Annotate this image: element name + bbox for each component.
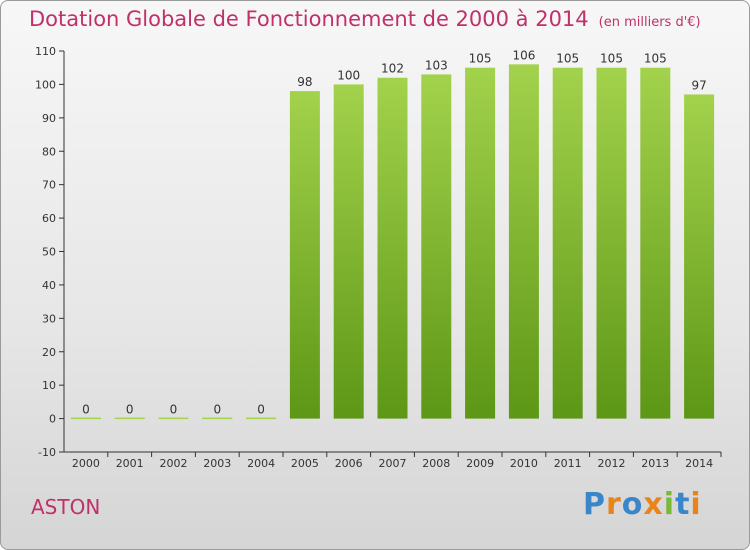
bar-2009[interactable] (465, 67, 496, 419)
x-tick-label: 2012 (598, 457, 626, 470)
y-tick-label: 100 (35, 78, 56, 91)
bar-2006[interactable] (333, 84, 364, 419)
chart-unit: (en milliers d'€) (598, 15, 701, 30)
bar-2000[interactable] (70, 417, 101, 420)
bar-2007[interactable] (377, 77, 408, 419)
data-label-2005: 98 (297, 75, 312, 89)
bar-2001[interactable] (114, 417, 145, 420)
y-axis: -10 0 10 20 30 40 50 60 70 80 90 100 110 (35, 45, 65, 459)
data-label-2013: 105 (644, 52, 667, 66)
commune-name: ASTON (31, 495, 101, 519)
x-tick-label: 2005 (291, 457, 319, 470)
bars (70, 64, 715, 420)
logo-letter: P (583, 487, 606, 522)
bar-2003[interactable] (202, 417, 233, 420)
bar-2005[interactable] (289, 91, 320, 419)
logo-letter: i (663, 487, 676, 522)
bar-2008[interactable] (421, 74, 452, 419)
data-label-2009: 105 (469, 52, 492, 66)
logo-letter: t (675, 487, 691, 522)
y-tick-label: 30 (42, 312, 56, 325)
logo-letter: r (606, 487, 622, 522)
logo-letter: o (621, 487, 644, 522)
logo-letter: x (643, 487, 664, 522)
logo-letter: i (690, 487, 702, 522)
x-tick-label: 2014 (685, 457, 713, 470)
data-labels: 0 0 0 0 0 98 100 102 103 105 106 105 105 105 97 (82, 48, 707, 416)
y-tick-label: 50 (42, 246, 56, 259)
x-tick-label: 2000 (72, 457, 100, 470)
data-label-2001: 0 (126, 403, 134, 417)
y-tick-label: 60 (42, 212, 56, 225)
data-label-2002: 0 (170, 403, 178, 417)
y-tick-label: 40 (42, 279, 56, 292)
x-tick-label: 2004 (247, 457, 275, 470)
x-tick-label: 2008 (422, 457, 450, 470)
proxiti-logo[interactable]: Proxiti (583, 487, 702, 522)
y-tick-label: 70 (42, 179, 56, 192)
data-label-2003: 0 (213, 403, 221, 417)
bar-2012[interactable] (596, 67, 627, 419)
bar-2014[interactable] (684, 94, 715, 419)
y-tick-label: -10 (38, 446, 56, 459)
data-label-2012: 105 (600, 52, 623, 66)
y-tick-label: 80 (42, 145, 56, 158)
data-label-2008: 103 (425, 58, 448, 72)
x-tick-label: 2007 (379, 457, 407, 470)
data-label-2010: 106 (512, 48, 535, 62)
data-label-2014: 97 (691, 78, 706, 92)
y-tick-label: 90 (42, 112, 56, 125)
bar-2004[interactable] (246, 417, 277, 420)
y-tick-label: 10 (42, 379, 56, 392)
x-tick-label: 2006 (335, 457, 363, 470)
y-tick-label: 0 (49, 413, 56, 426)
x-axis: 2000 2001 2002 2003 2004 2005 2006 2007 2008 2009… (64, 451, 722, 470)
data-label-2000: 0 (82, 403, 90, 417)
bar-2002[interactable] (158, 417, 189, 420)
x-tick-label: 2002 (160, 457, 188, 470)
data-label-2011: 105 (556, 52, 579, 66)
x-tick-label: 2009 (466, 457, 494, 470)
data-label-2006: 100 (337, 68, 360, 82)
x-tick-label: 2010 (510, 457, 538, 470)
bar-2010[interactable] (508, 64, 539, 419)
x-tick-label: 2003 (203, 457, 231, 470)
x-tick-label: 2013 (641, 457, 669, 470)
y-tick-label: 20 (42, 346, 56, 359)
x-tick-label: 2001 (116, 457, 144, 470)
bar-2011[interactable] (552, 67, 583, 419)
data-label-2007: 102 (381, 62, 404, 76)
chart-title: Dotation Globale de Fonctionnement de 20… (29, 7, 701, 31)
x-tick-label: 2011 (554, 457, 582, 470)
bar-2013[interactable] (640, 67, 671, 419)
data-label-2004: 0 (257, 403, 265, 417)
chart-title-text: Dotation Globale de Fonctionnement de 20… (29, 7, 589, 31)
y-tick-label: 110 (35, 45, 56, 58)
